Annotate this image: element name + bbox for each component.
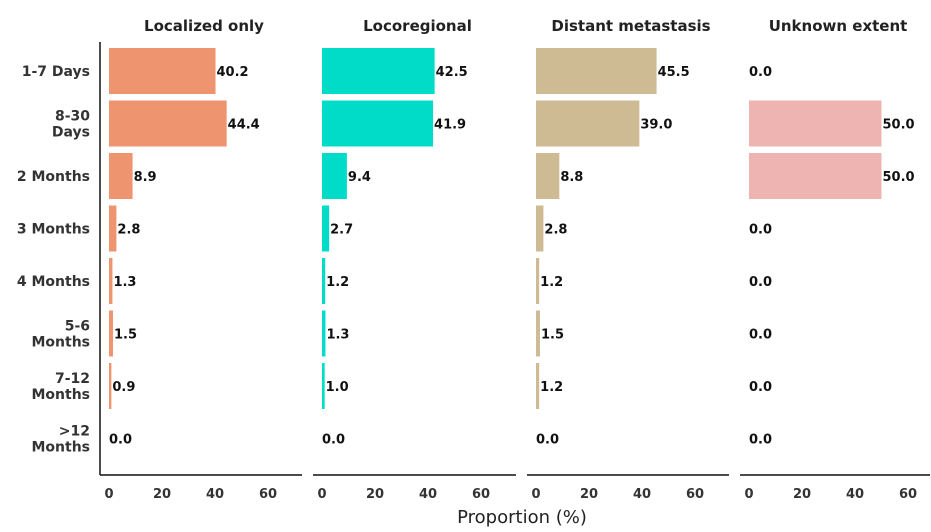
- category-label-line: Months: [31, 440, 90, 456]
- value-label-locoregional: 0.0: [322, 433, 345, 448]
- value-label-localized-only: 0.0: [109, 433, 132, 448]
- category-label: 1-7 Days: [22, 64, 90, 80]
- bar-localized-only: [109, 100, 227, 147]
- bar-localized-only: [109, 310, 113, 357]
- value-label-distant-metastasis: 1.5: [541, 328, 564, 343]
- bar-localized-only: [109, 258, 113, 304]
- category-label-line: 2 Months: [17, 169, 90, 185]
- value-label-localized-only: 1.5: [114, 328, 137, 343]
- x-tick-label: 40: [206, 487, 224, 502]
- bar-distant-metastasis: [536, 363, 540, 409]
- value-label-distant-metastasis: 2.8: [544, 223, 567, 238]
- value-label-locoregional: 1.0: [326, 380, 349, 395]
- bar-distant-metastasis: [536, 205, 544, 252]
- category-label-line: 5-6: [65, 319, 90, 335]
- value-label-unknown-extent: 0.0: [749, 380, 772, 395]
- x-tick-label: 0: [744, 487, 753, 502]
- category-label-line: 7-12: [55, 371, 90, 387]
- category-label-line: 1-7 Days: [22, 64, 90, 80]
- bar-unknown-extent: [749, 100, 882, 147]
- category-label-line: Months: [31, 387, 90, 403]
- bar-distant-metastasis: [536, 100, 640, 147]
- x-tick-label: 60: [686, 487, 704, 502]
- value-label-localized-only: 8.9: [134, 170, 157, 185]
- value-label-locoregional: 41.9: [434, 118, 466, 133]
- value-label-unknown-extent: 0.0: [749, 328, 772, 343]
- x-tick-label: 0: [317, 487, 326, 502]
- x-tick-label: 60: [899, 487, 917, 502]
- panel-title-distant-metastasis: Distant metastasis: [551, 17, 710, 35]
- x-tick-label: 60: [472, 487, 490, 502]
- x-tick-label: 20: [153, 487, 171, 502]
- bar-locoregional: [322, 153, 347, 199]
- x-tick-label: 0: [104, 487, 113, 502]
- bar-localized-only: [109, 153, 133, 199]
- value-label-localized-only: 0.9: [112, 380, 135, 395]
- panel-title-localized-only: Localized only: [144, 17, 264, 35]
- bar-localized-only: [109, 363, 112, 409]
- value-label-distant-metastasis: 0.0: [536, 433, 559, 448]
- value-label-locoregional: 1.3: [326, 328, 349, 343]
- category-label: 8-30 Days: [52, 109, 90, 141]
- x-tick-label: 20: [366, 487, 384, 502]
- bar-localized-only: [109, 205, 117, 252]
- bar-localized-only: [109, 48, 216, 94]
- x-tick-label: 40: [846, 487, 864, 502]
- category-label: 3 Months: [17, 222, 90, 238]
- value-label-unknown-extent: 50.0: [883, 170, 915, 185]
- bar-distant-metastasis: [536, 48, 657, 94]
- value-label-distant-metastasis: 39.0: [640, 118, 672, 133]
- x-tick-label: 20: [793, 487, 811, 502]
- value-label-unknown-extent: 50.0: [883, 118, 915, 133]
- value-label-distant-metastasis: 8.8: [560, 170, 583, 185]
- value-label-locoregional: 42.5: [436, 65, 468, 80]
- category-label-line: 8-30: [55, 109, 90, 125]
- category-label: 5-6 Months: [31, 319, 90, 351]
- category-label: 7-12 Months: [31, 371, 90, 403]
- category-label-line: >12: [59, 424, 90, 440]
- x-tick-label: 60: [259, 487, 277, 502]
- bar-locoregional: [322, 100, 434, 147]
- value-label-localized-only: 2.8: [117, 223, 140, 238]
- panel-title-unknown-extent: Unknown extent: [769, 17, 908, 35]
- x-tick-label: 20: [580, 487, 598, 502]
- category-label-line: Days: [52, 125, 90, 141]
- x-tick-label: 40: [633, 487, 651, 502]
- value-label-unknown-extent: 0.0: [749, 65, 772, 80]
- category-label: >12 Months: [31, 424, 90, 456]
- value-label-localized-only: 40.2: [217, 65, 249, 80]
- value-label-unknown-extent: 0.0: [749, 275, 772, 290]
- value-label-localized-only: 44.4: [228, 118, 260, 133]
- value-label-locoregional: 2.7: [330, 223, 353, 238]
- bar-locoregional: [322, 205, 330, 252]
- value-label-distant-metastasis: 45.5: [658, 65, 690, 80]
- category-label-line: Months: [31, 335, 90, 351]
- value-label-locoregional: 1.2: [326, 275, 349, 290]
- x-axis-title: Proportion (%): [457, 507, 587, 527]
- category-label: 2 Months: [17, 169, 90, 185]
- category-label: 4 Months: [17, 274, 90, 290]
- bar-unknown-extent: [749, 153, 882, 199]
- bar-locoregional: [322, 310, 326, 357]
- x-tick-label: 40: [419, 487, 437, 502]
- value-label-unknown-extent: 0.0: [749, 223, 772, 238]
- value-label-distant-metastasis: 1.2: [540, 275, 563, 290]
- category-label-line: 3 Months: [17, 222, 90, 238]
- x-tick-label: 0: [531, 487, 540, 502]
- bar-locoregional: [322, 363, 325, 409]
- category-label-line: 4 Months: [17, 274, 90, 290]
- value-label-distant-metastasis: 1.2: [540, 380, 563, 395]
- value-label-unknown-extent: 0.0: [749, 433, 772, 448]
- value-label-locoregional: 9.4: [348, 170, 371, 185]
- bar-locoregional: [322, 48, 435, 94]
- panel-title-locoregional: Locoregional: [363, 17, 472, 35]
- bar-distant-metastasis: [536, 153, 560, 199]
- bar-locoregional: [322, 258, 326, 304]
- value-label-localized-only: 1.3: [113, 275, 136, 290]
- bar-distant-metastasis: [536, 258, 540, 304]
- bar-distant-metastasis: [536, 310, 540, 357]
